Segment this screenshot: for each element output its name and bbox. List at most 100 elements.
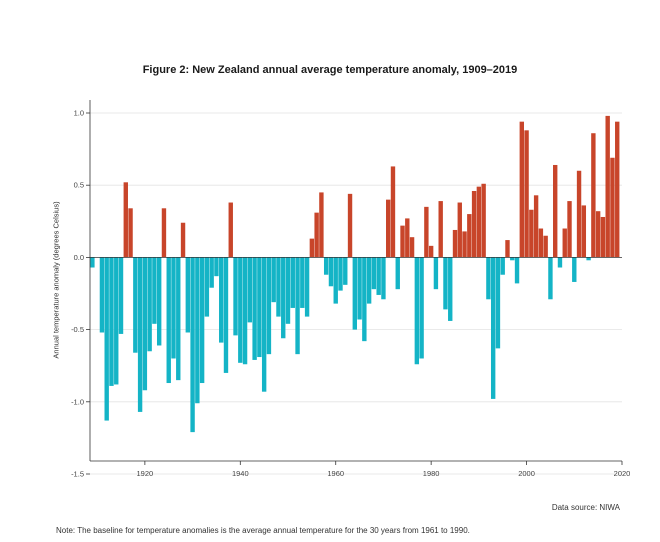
bar-1923 xyxy=(156,257,162,346)
bar-2009 xyxy=(567,201,572,258)
bar-1991 xyxy=(481,183,486,258)
bar-1999 xyxy=(519,121,524,258)
bar-1989 xyxy=(471,190,477,258)
bar-2006 xyxy=(553,164,558,258)
bars xyxy=(90,115,620,433)
bar-1941 xyxy=(242,257,248,365)
y-tick-label: 1.0 xyxy=(74,109,84,118)
bar-1953 xyxy=(300,257,305,308)
bar-2005 xyxy=(548,257,553,300)
bar-1973 xyxy=(395,257,400,290)
footnote: Note: The baseline for temperature anoma… xyxy=(56,526,470,535)
bar-2013 xyxy=(586,257,591,261)
bar-1937 xyxy=(223,257,229,373)
bar-1940 xyxy=(238,257,243,363)
bar-1980 xyxy=(428,245,434,258)
bar-1971 xyxy=(386,199,391,258)
bar-1954 xyxy=(304,257,310,317)
bar-2016 xyxy=(600,216,606,258)
bar-2011 xyxy=(576,170,582,258)
bar-1993 xyxy=(490,257,496,399)
x-tick-label: 1920 xyxy=(137,469,154,478)
bar-1951 xyxy=(290,257,295,308)
bar-1945 xyxy=(261,257,267,392)
bar-1915 xyxy=(118,257,124,334)
bar-2000 xyxy=(524,130,529,258)
bar-1909 xyxy=(90,257,95,268)
bar-1922 xyxy=(152,257,157,324)
bar-2003 xyxy=(538,228,544,258)
bar-1958 xyxy=(323,257,329,275)
bar-1947 xyxy=(271,257,276,303)
chart-title: Figure 2: New Zealand annual average tem… xyxy=(142,64,518,76)
bar-2004 xyxy=(543,235,548,258)
bar-1935 xyxy=(214,257,219,277)
bar-2001 xyxy=(529,209,534,258)
bar-1995 xyxy=(500,257,505,275)
bar-1950 xyxy=(285,257,291,324)
bar-1975 xyxy=(405,218,410,258)
bar-1982 xyxy=(438,201,443,258)
bar-1964 xyxy=(352,257,357,330)
bar-1959 xyxy=(328,257,334,287)
data-source-note: Data source: NIWA xyxy=(551,503,620,512)
bar-1925 xyxy=(166,257,171,384)
bar-1967 xyxy=(366,257,372,304)
x-tick-label: 1940 xyxy=(232,469,249,478)
bar-1972 xyxy=(390,166,396,258)
y-tick-label: 0.5 xyxy=(74,181,84,190)
bar-1914 xyxy=(114,257,119,385)
bar-1960 xyxy=(333,257,338,304)
bar-1961 xyxy=(338,257,343,291)
gridlines xyxy=(90,112,622,475)
bar-1931 xyxy=(195,257,200,404)
bar-2012 xyxy=(581,205,587,258)
bar-1970 xyxy=(381,257,386,300)
axes xyxy=(89,100,622,462)
bar-1949 xyxy=(281,257,286,339)
bar-1962 xyxy=(343,257,348,285)
bar-1944 xyxy=(257,257,262,358)
bar-1913 xyxy=(109,257,114,386)
bar-1969 xyxy=(376,257,381,295)
bar-2018 xyxy=(610,157,615,258)
bar-1997 xyxy=(510,257,515,261)
bar-1943 xyxy=(252,257,257,360)
bar-1965 xyxy=(357,257,362,320)
bar-1929 xyxy=(185,257,191,333)
bar-1919 xyxy=(137,257,143,412)
bar-1952 xyxy=(295,257,300,355)
bar-1912 xyxy=(104,257,109,421)
bar-1977 xyxy=(414,257,420,365)
bar-1990 xyxy=(476,186,482,258)
x-tick-label: 1960 xyxy=(327,469,344,478)
bar-2002 xyxy=(533,195,539,258)
bar-1939 xyxy=(233,257,238,336)
bar-1979 xyxy=(424,206,429,258)
bar-1921 xyxy=(147,257,152,352)
bar-1946 xyxy=(266,257,272,355)
bar-1926 xyxy=(171,257,176,359)
bar-1984 xyxy=(448,257,453,321)
bar-1938 xyxy=(228,202,233,258)
x-tick-label: 2000 xyxy=(518,469,535,478)
ticks: -1.5 -1.0 -0.5 0.0 0.5 1.0 1920 1940 1960 1980 200… xyxy=(71,109,630,479)
bar-2017 xyxy=(605,115,610,258)
bar-1983 xyxy=(443,257,448,310)
bar-1978 xyxy=(419,257,424,359)
bar-1932 xyxy=(199,257,205,384)
bar-1988 xyxy=(467,214,472,258)
y-tick-label: 0.0 xyxy=(74,253,84,262)
bar-1948 xyxy=(276,257,281,317)
bar-2010 xyxy=(572,257,577,282)
bar-1917 xyxy=(128,208,133,258)
x-tick-label: 1980 xyxy=(423,469,440,478)
x-tick-label: 2020 xyxy=(614,469,631,478)
bar-1928 xyxy=(180,222,186,258)
bar-1930 xyxy=(190,257,195,433)
bar-1976 xyxy=(409,237,415,258)
bar-1992 xyxy=(486,257,491,300)
bar-1985 xyxy=(452,229,458,258)
bar-1936 xyxy=(219,257,224,343)
bar-1918 xyxy=(133,257,138,353)
